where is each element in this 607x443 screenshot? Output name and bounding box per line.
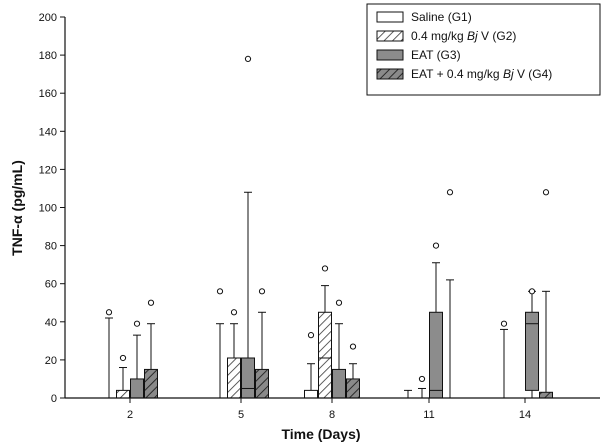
outlier-point: [349, 343, 357, 350]
y-axis-title: TNF-α (pg/mL): [9, 160, 25, 256]
series-2: [116, 265, 426, 399]
box: [304, 389, 318, 399]
outlier-point: [147, 299, 155, 306]
y-tick-label: 20: [45, 355, 57, 367]
box: [255, 368, 269, 399]
outlier-point: [321, 265, 329, 272]
outlier-point: [418, 375, 426, 383]
y-tick-label: 200: [39, 12, 57, 24]
plot-area: [105, 55, 553, 399]
y-tick-label: 180: [39, 50, 57, 62]
box: [346, 378, 360, 399]
outlier-point: [446, 189, 454, 196]
y-tick-label: 120: [39, 164, 57, 176]
outlier-point: [119, 354, 127, 362]
box: [116, 389, 130, 399]
x-tick-label: 11: [423, 409, 434, 421]
x-tick-label: 5: [238, 409, 244, 421]
y-tick-label: 100: [39, 203, 57, 215]
legend-label-part: V (G4): [514, 67, 553, 81]
outlier-point: [528, 288, 536, 295]
series-4: [144, 189, 553, 399]
legend-label: EAT (G3): [411, 48, 461, 62]
outlier-point: [244, 55, 252, 63]
legend-label-part: Bj: [467, 29, 478, 43]
y-tick-label: 160: [39, 88, 57, 100]
y-tick-label: 60: [45, 279, 57, 291]
legend-swatch: [376, 11, 404, 23]
series-3: [130, 55, 539, 399]
box: [130, 378, 144, 399]
legend-label-part: Saline (G1): [411, 10, 472, 24]
y-tick-label: 40: [45, 317, 57, 329]
outlier-point: [542, 189, 550, 196]
legend-label-part: 0.4 mg/kg: [411, 29, 467, 43]
box: [241, 357, 255, 399]
y-tick-label: 80: [45, 241, 57, 253]
outlier-point: [216, 288, 224, 295]
legend-swatch: [376, 68, 404, 80]
legend-label: 0.4 mg/kg Bj V (G2): [411, 29, 516, 43]
y-tick-label: 0: [51, 393, 57, 405]
box: [539, 391, 553, 399]
x-axis-title: Time (Days): [281, 426, 360, 442]
x-tick-label: 8: [329, 409, 335, 421]
outlier-point: [105, 309, 113, 316]
box: [525, 311, 539, 391]
legend-label: Saline (G1): [411, 10, 472, 24]
outlier-point: [500, 320, 508, 327]
box: [144, 368, 158, 399]
y-tick-label: 140: [39, 126, 57, 138]
box: [318, 311, 332, 399]
series-1: [105, 288, 508, 399]
axes: 0 20 40 60 80 100 120 140 160 180 200 2 5 8 11 14: [39, 12, 600, 421]
legend-label-part: V (G2): [478, 29, 517, 43]
x-tick-label: 14: [519, 409, 531, 421]
box: [332, 368, 346, 399]
outlier-point: [307, 332, 315, 339]
legend-label-part: Bj: [503, 67, 514, 81]
box: [227, 357, 241, 399]
x-tick-label: 2: [127, 409, 133, 421]
outlier-point: [258, 288, 266, 295]
legend-swatch: [376, 49, 404, 61]
legend: Saline (G1) 0.4 mg/kg Bj V (G2) EAT (G3) EA…: [366, 3, 601, 96]
outlier-point: [133, 320, 141, 327]
legend-label-part: EAT + 0.4 mg/kg: [411, 67, 503, 81]
outlier-point: [230, 309, 238, 316]
legend-label: EAT + 0.4 mg/kg Bj V (G4): [411, 67, 552, 81]
outlier-point: [432, 242, 440, 249]
legend-box: [366, 3, 601, 96]
legend-label-part: EAT (G3): [411, 48, 461, 62]
legend-swatch: [376, 30, 404, 42]
outlier-point: [335, 299, 343, 306]
box: [429, 311, 443, 399]
